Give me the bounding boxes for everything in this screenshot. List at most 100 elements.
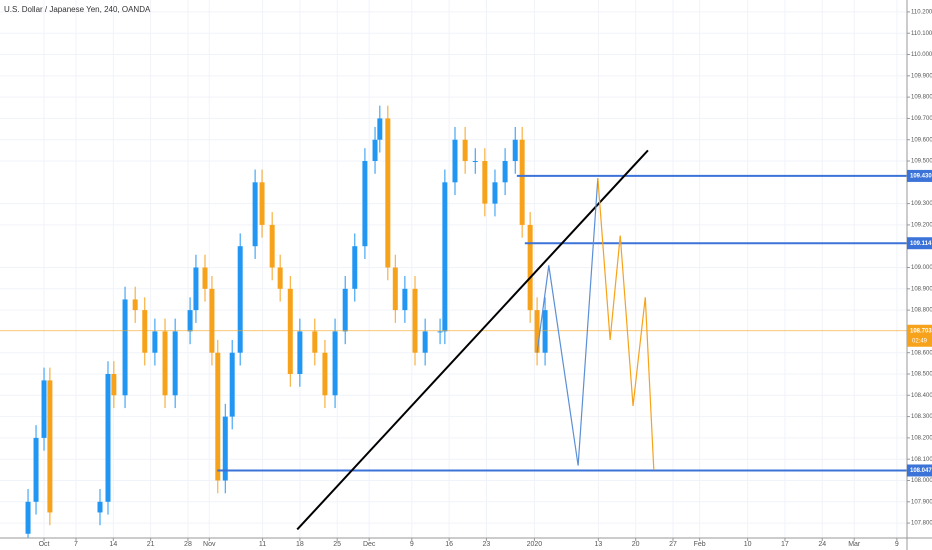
- x-tick-label: 20: [632, 541, 640, 548]
- time-axis: [0, 538, 932, 550]
- y-tick-label: 110.200: [911, 10, 932, 16]
- x-tick-label: Mar: [848, 541, 861, 548]
- y-tick-label: 109.900: [911, 73, 932, 79]
- level-label: 109.114: [910, 241, 932, 247]
- drawing-line: [597, 178, 655, 470]
- candle-body: [277, 267, 283, 289]
- y-tick-label: 108.800: [911, 308, 932, 314]
- x-tick-label: Dec: [363, 541, 376, 548]
- candle-body: [229, 352, 235, 417]
- candle-body: [534, 310, 540, 353]
- chart-title: U.S. Dollar / Japanese Yen, 240, OANDA: [4, 5, 151, 14]
- y-tick-label: 108.300: [911, 414, 932, 420]
- candle-body: [152, 331, 158, 353]
- y-tick-label: 108.400: [911, 393, 932, 399]
- axes: 107.800 107.900 108.000 108.100 108.200 108.3…: [39, 10, 932, 548]
- candle-body: [377, 118, 383, 140]
- candle-body: [362, 161, 368, 247]
- candle-body: [47, 380, 53, 513]
- candle-body: [392, 267, 398, 311]
- level-box: [907, 464, 932, 477]
- y-tick-label: 109.200: [911, 222, 932, 228]
- candle-body: [132, 299, 138, 311]
- y-tick-label: 110.100: [911, 31, 932, 37]
- x-tick-label: 17: [781, 541, 789, 548]
- x-tick-label: 25: [333, 541, 341, 548]
- candle-body: [422, 331, 428, 353]
- drawing-line: [296, 149, 649, 531]
- y-tick-label: 109.700: [911, 116, 932, 122]
- level-label: 108.047: [910, 468, 932, 474]
- candle-body: [122, 299, 128, 396]
- y-tick-label: 109.300: [911, 201, 932, 207]
- candle-body: [482, 161, 488, 204]
- x-tick-label: 9: [410, 541, 414, 548]
- candle-body: [519, 139, 525, 225]
- candle-body: [472, 161, 478, 163]
- level-label: 109.430: [910, 174, 932, 180]
- candle-body: [105, 374, 111, 502]
- y-tick-label: 107.900: [911, 499, 932, 505]
- candle-body: [41, 380, 47, 438]
- candle-body: [322, 352, 328, 396]
- candle-body: [452, 139, 458, 183]
- candle-body: [222, 416, 228, 481]
- candle-body: [297, 331, 303, 375]
- y-tick-label: 108.100: [911, 457, 932, 463]
- x-tick-label: 7: [74, 541, 78, 548]
- x-tick-label: 28: [184, 541, 192, 548]
- x-tick-label: 24: [818, 541, 826, 548]
- x-tick-label: 18: [296, 541, 304, 548]
- level-box: [907, 169, 932, 182]
- candle-body: [193, 267, 199, 311]
- candle-body: [402, 288, 408, 311]
- candle-body: [162, 331, 168, 396]
- x-tick-label: 27: [669, 541, 677, 548]
- candle-body: [269, 224, 275, 268]
- x-tick-label: Nov: [203, 541, 216, 548]
- candle-body: [187, 310, 193, 332]
- y-tick-label: 109.000: [911, 265, 932, 271]
- y-tick-label: 107.800: [911, 521, 932, 527]
- plot: [0, 105, 907, 547]
- y-tick-label: 109.600: [911, 137, 932, 143]
- candle-body: [512, 139, 518, 162]
- y-tick-label: 110.000: [911, 52, 932, 58]
- candle-body: [437, 331, 443, 333]
- candle-body: [332, 331, 338, 396]
- y-tick-label: 108.000: [911, 478, 932, 484]
- candle-body: [372, 139, 378, 162]
- candle-body: [215, 352, 221, 481]
- x-tick-label: 13: [594, 541, 602, 548]
- candle-body: [237, 246, 243, 353]
- y-tick-label: 109.800: [911, 95, 932, 101]
- candle-body: [142, 310, 148, 353]
- candle-body: [502, 161, 508, 183]
- y-tick-label: 108.600: [911, 350, 932, 356]
- candle-body: [111, 374, 117, 396]
- candle-body: [209, 288, 215, 353]
- y-tick-label: 108.200: [911, 435, 932, 441]
- x-tick-label: Oct: [39, 541, 50, 548]
- price-axis: [907, 0, 932, 550]
- x-tick-label: 23: [483, 541, 491, 548]
- candle-body: [412, 288, 418, 353]
- candle-body: [33, 437, 39, 502]
- candle-body: [342, 288, 348, 332]
- x-tick-label: 10: [744, 541, 752, 548]
- countdown-label: 02:49: [912, 338, 928, 344]
- level-box: [907, 237, 932, 250]
- candle-body: [492, 182, 498, 204]
- candle-body: [252, 182, 258, 247]
- candle-body: [542, 310, 548, 353]
- drawing-line: [536, 178, 599, 466]
- candle-body: [462, 139, 468, 162]
- x-tick-label: Feb: [694, 541, 706, 548]
- y-tick-label: 108.500: [911, 372, 932, 378]
- y-tick-label: 109.500: [911, 159, 932, 165]
- x-tick-label: 14: [109, 541, 117, 548]
- candle-body: [385, 118, 391, 268]
- current-price-label: 108.703: [910, 328, 932, 334]
